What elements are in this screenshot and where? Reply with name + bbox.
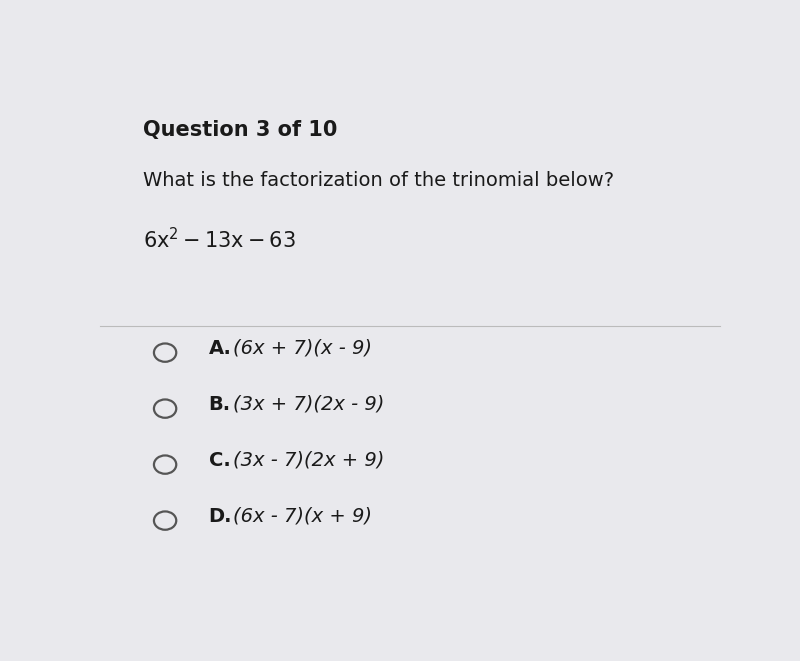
Circle shape	[154, 512, 176, 529]
Circle shape	[154, 344, 176, 362]
Text: A.: A.	[209, 339, 231, 358]
Text: What is the factorization of the trinomial below?: What is the factorization of the trinomi…	[143, 171, 614, 190]
Text: C.: C.	[209, 451, 230, 470]
Circle shape	[154, 399, 176, 418]
Text: Question 3 of 10: Question 3 of 10	[143, 120, 338, 140]
Text: $\mathregular{6x^2 - 13x - 63}$: $\mathregular{6x^2 - 13x - 63}$	[143, 227, 296, 252]
Circle shape	[154, 455, 176, 474]
Text: (6x - 7)(x + 9): (6x - 7)(x + 9)	[234, 507, 372, 526]
Text: B.: B.	[209, 395, 230, 414]
Text: D.: D.	[209, 507, 232, 526]
Text: (3x - 7)(2x + 9): (3x - 7)(2x + 9)	[234, 451, 385, 470]
Text: (6x + 7)(x - 9): (6x + 7)(x - 9)	[234, 339, 372, 358]
Text: (3x + 7)(2x - 9): (3x + 7)(2x - 9)	[234, 395, 385, 414]
